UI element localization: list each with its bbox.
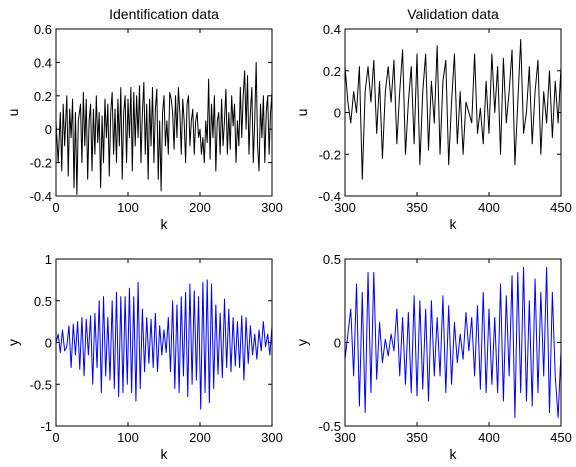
x-tick-label: 0	[52, 200, 59, 215]
y-tick-label: 1	[45, 252, 52, 267]
y-tick-label: -0.4	[319, 189, 341, 204]
x-tick-label: 100	[117, 200, 139, 215]
x-tick-label: 300	[261, 430, 283, 445]
plot-area	[56, 259, 272, 426]
x-tick-label: 400	[478, 430, 500, 445]
y-tick-label: 0.5	[323, 252, 341, 267]
x-axis-label: k	[450, 446, 458, 462]
y-tick-label: 0.6	[34, 22, 52, 37]
y-tick-label: -0.2	[319, 147, 341, 162]
y-tick-label: 0	[334, 336, 341, 351]
x-tick-label: 350	[406, 430, 428, 445]
x-tick-label: 300	[334, 430, 356, 445]
x-axis-label: k	[450, 216, 458, 232]
series-line	[345, 266, 561, 419]
y-tick-label: 0	[45, 336, 52, 351]
subplot-2: 300 350 400 450 -0.4 -0.2 0 0.2 0.4 k u Validation …	[294, 6, 572, 232]
y-tick-label: 0.2	[34, 89, 52, 104]
y-tick-label: -0.2	[30, 156, 52, 171]
axes-frame	[55, 28, 273, 197]
x-tick-label: 350	[406, 200, 428, 215]
x-tick-label: 200	[189, 430, 211, 445]
series-line	[345, 38, 561, 180]
x-tick-label: 0	[52, 430, 59, 445]
x-tick-label: 200	[189, 200, 211, 215]
x-tick-label: 300	[334, 200, 356, 215]
series-line	[56, 61, 272, 195]
y-tick-label: 0	[334, 106, 341, 121]
y-tick-label: 0.5	[34, 294, 52, 309]
x-tick-label: 300	[261, 200, 283, 215]
x-axis-label: k	[161, 446, 169, 462]
y-tick-label: -1	[40, 419, 52, 434]
y-tick-label: 0.4	[34, 55, 52, 70]
y-tick-label: 0.4	[323, 22, 341, 37]
y-tick-label: 0.2	[323, 64, 341, 79]
x-tick-label: 100	[117, 430, 139, 445]
y-tick-label: -0.4	[30, 189, 52, 204]
y-tick-label: 0	[45, 122, 52, 137]
subplot-3: 0 100 200 300 -1 -0.5 0 0.5 1 k y	[5, 252, 283, 462]
x-axis-label: k	[161, 216, 169, 232]
chart-title: Validation data	[407, 6, 499, 22]
x-tick-label: 450	[550, 430, 572, 445]
series-line	[56, 279, 272, 410]
x-tick-label: 450	[550, 200, 572, 215]
y-tick-label: -0.5	[319, 419, 341, 434]
y-axis-label: y	[294, 339, 310, 346]
subplot-4: 300 350 400 450 -0.5 0 0.5 k y	[294, 252, 572, 462]
subplot-1: 0 100 200 300 -0.4 -0.2 0 0.2 0.4 0.6 k u Identifica…	[5, 6, 283, 232]
x-tick-label: 400	[478, 200, 500, 215]
y-axis-label: y	[5, 339, 21, 346]
y-tick-label: -0.5	[30, 377, 52, 392]
y-axis-label: u	[294, 109, 310, 117]
y-axis-label: u	[5, 109, 21, 117]
chart-title: Identification data	[109, 6, 219, 22]
